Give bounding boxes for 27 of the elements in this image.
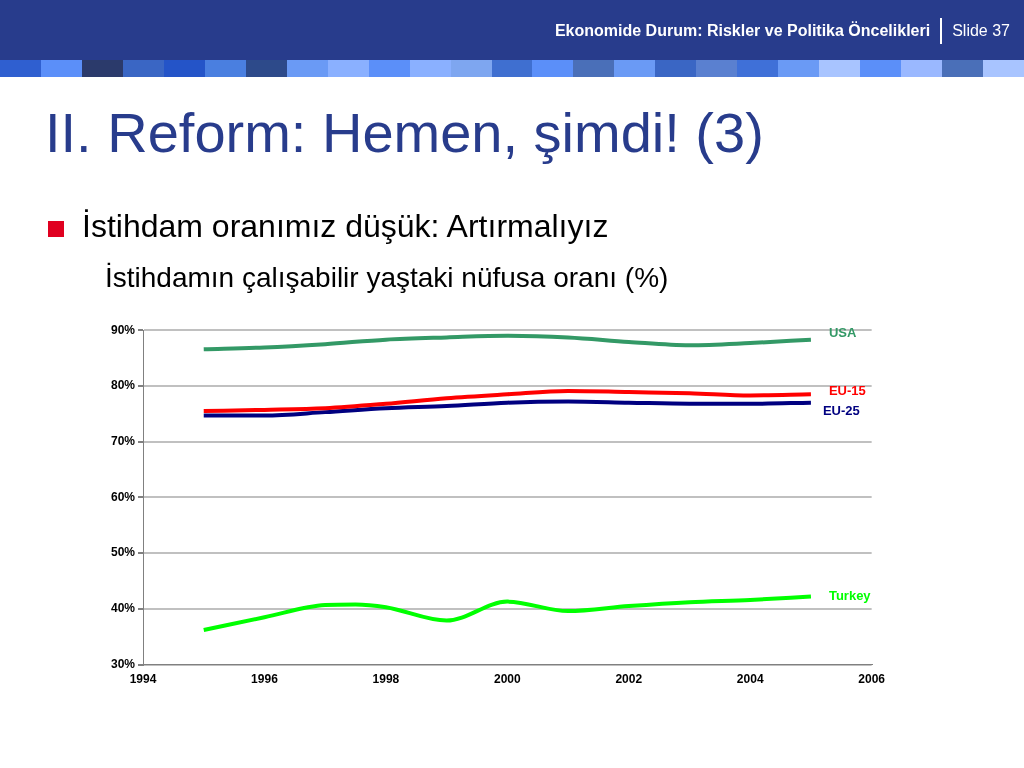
chart-subtitle: İstihdam oranımız düşük: Artırmalıyız bbox=[82, 208, 609, 245]
y-axis-title: İstihdamın çalışabilir yaştaki nüfusa oranı (%) bbox=[105, 262, 669, 294]
series-label: EU-25 bbox=[822, 403, 860, 419]
text: Ekonomide Durum: Riskler ve Politika Öncelikleri bbox=[554, 22, 931, 40]
x-tick-label: 1998 bbox=[372, 672, 400, 687]
x-tick-label: 1994 bbox=[129, 672, 157, 687]
chart-title: II. Reform: Hemen, şimdi! (3) bbox=[45, 100, 764, 165]
series-label: EU-15 bbox=[828, 382, 866, 398]
text: Slide 37 bbox=[952, 22, 1010, 40]
line-series bbox=[201, 333, 813, 352]
x-tick-label: 2002 bbox=[615, 672, 643, 687]
y-tick-label: 40% bbox=[110, 601, 136, 616]
y-tick-label: 30% bbox=[110, 656, 136, 671]
line-series bbox=[201, 388, 813, 414]
y-tick-label: 60% bbox=[110, 489, 136, 504]
line-series bbox=[201, 594, 813, 633]
x-tick-label: 2004 bbox=[736, 672, 764, 687]
series-label: USA bbox=[828, 325, 857, 341]
x-tick-label: 2000 bbox=[493, 672, 521, 687]
y-tick-label: 80% bbox=[110, 378, 136, 393]
x-tick-label: 2006 bbox=[858, 672, 886, 687]
y-tick-label: 90% bbox=[110, 322, 136, 337]
x-tick-label: 1996 bbox=[251, 672, 279, 687]
series-label: Turkey bbox=[828, 588, 872, 604]
y-tick-label: 70% bbox=[110, 433, 136, 448]
line-series bbox=[201, 399, 813, 418]
y-tick-label: 50% bbox=[110, 545, 136, 560]
